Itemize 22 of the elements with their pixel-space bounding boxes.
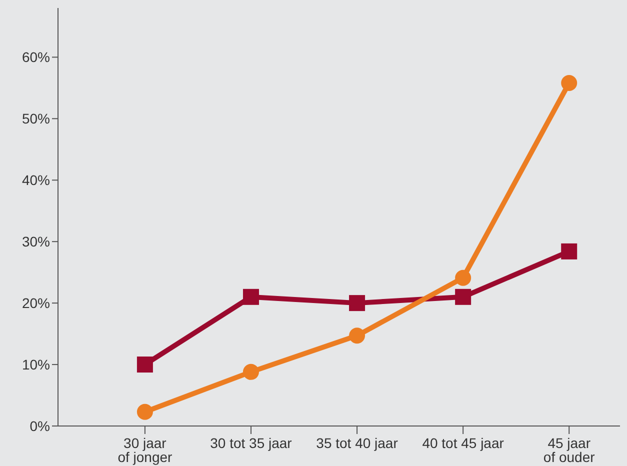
x-tick-label: 30 tot 35 jaar	[210, 435, 292, 451]
x-tick-label: 30 jaar of jonger	[118, 435, 173, 465]
y-tick-label: 20%	[22, 295, 50, 312]
point	[455, 270, 472, 286]
point	[561, 243, 578, 260]
y-tick-label: 40%	[22, 172, 50, 188]
point	[349, 295, 366, 312]
point	[136, 404, 153, 420]
y-tick-label: 50%	[22, 110, 50, 127]
point	[561, 74, 578, 91]
point	[242, 288, 259, 305]
point	[349, 328, 366, 344]
y-tick-label: 60%	[22, 49, 50, 66]
y-tick-label: 10%	[22, 356, 50, 372]
y-tick-label: 30%	[22, 234, 50, 250]
x-tick-label: 35 tot 40 jaar	[316, 435, 398, 451]
point	[242, 364, 259, 380]
x-tick-label: 40 tot 45 jaar	[422, 435, 504, 451]
point	[455, 288, 472, 305]
y-tick-label: 0%	[30, 418, 50, 434]
x-tick-label: 45 jaar of ouder	[543, 435, 596, 465]
point	[136, 356, 153, 373]
